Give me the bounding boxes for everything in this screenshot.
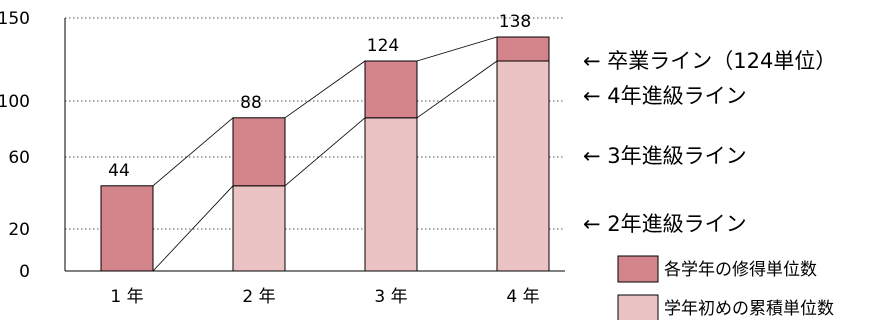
bar-earned: [364, 60, 418, 119]
value-labels: 44 88 124 138: [108, 12, 531, 181]
bars: [100, 36, 550, 272]
x-tick-label: 3 年: [374, 287, 407, 307]
reference-line-label: ← 3年進級ライン: [583, 144, 747, 168]
legend-label: 各学年の修得単位数: [664, 260, 817, 280]
connector-base: [416, 60, 498, 119]
y-tick-label: 150: [0, 9, 30, 29]
reference-line-label: ← 卒業ライン（124単位）: [583, 49, 836, 73]
connector-top: [152, 117, 234, 187]
value-label: 44: [108, 161, 130, 181]
bar-cumulative: [496, 60, 550, 272]
bar-cumulative: [232, 185, 286, 272]
legend-label: 学年初めの累積単位数: [664, 299, 834, 319]
x-tick-label: 2 年: [242, 287, 275, 307]
bar-cumulative: [364, 117, 418, 272]
y-tick-label: 20: [8, 220, 30, 240]
legend-swatch: [617, 255, 659, 283]
y-tick-labels: 0 20 60 100 150: [0, 9, 30, 282]
grid-lines: [65, 17, 565, 230]
x-tick-label: 1 年: [110, 287, 143, 307]
legend-swatch: [617, 294, 659, 320]
reference-line-labels: ← 卒業ライン（124単位） ← 4年進級ライン ← 3年進級ライン ← 2年進級ライ…: [583, 49, 836, 236]
y-tick-label: 0: [19, 262, 30, 282]
value-label: 88: [240, 93, 262, 113]
bar-earned: [100, 185, 154, 272]
reference-line-label: ← 2年進級ライン: [583, 212, 747, 236]
value-label: 124: [367, 36, 399, 56]
connector-top: [416, 36, 498, 62]
bar-earned: [232, 117, 286, 187]
connector-lines: [152, 36, 498, 272]
y-tick-label: 60: [8, 148, 30, 168]
connector-base: [284, 117, 366, 187]
connector-top: [284, 60, 366, 119]
axis: [64, 18, 565, 272]
x-tick-label: 4 年: [506, 287, 539, 307]
bar-earned: [496, 36, 550, 62]
reference-line-label: ← 4年進級ライン: [583, 84, 747, 108]
value-label: 138: [499, 12, 531, 32]
connector-base: [152, 185, 234, 272]
x-tick-labels: 1 年 2 年 3 年 4 年: [110, 287, 539, 307]
y-tick-label: 100: [0, 92, 30, 112]
